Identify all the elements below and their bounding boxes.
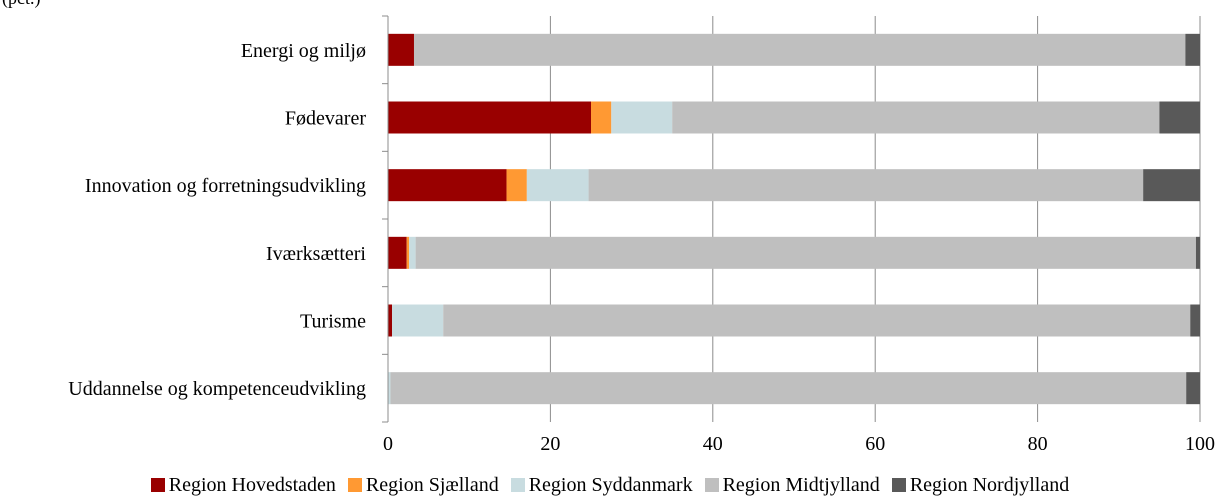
x-tick-label: 60 xyxy=(865,433,885,455)
bar-segment xyxy=(1186,372,1200,405)
bar-segment xyxy=(611,101,673,134)
bar-segment xyxy=(388,236,407,269)
bar-segment xyxy=(526,169,589,202)
category-label: Iværksætteri xyxy=(266,243,366,265)
legend-label: Region Hovedstaden xyxy=(168,473,336,496)
gridlines xyxy=(549,16,1201,422)
labels: 0 20 40 60 80 100 Energi og miljø Fødevarer Inno… xyxy=(68,40,1215,455)
bar-segment xyxy=(1185,33,1200,66)
legend-swatch xyxy=(347,478,362,492)
bar-segment xyxy=(406,236,410,269)
bar-segment xyxy=(390,372,1187,405)
legend-label: Region Sjælland xyxy=(365,473,499,496)
bar-segment xyxy=(591,101,612,134)
x-tick-label: 100 xyxy=(1185,433,1215,455)
category-label: Turisme xyxy=(300,311,366,333)
bar-segment xyxy=(443,304,1191,337)
bar-segment xyxy=(413,33,1186,66)
category-label: Fødevarer xyxy=(285,108,366,130)
legend-item: Region Nordjylland xyxy=(891,473,1070,497)
bar-segment xyxy=(588,169,1144,202)
legend-label: Region Syddanmark xyxy=(528,473,693,496)
bar-segment xyxy=(409,236,416,269)
bar-segment xyxy=(388,169,507,202)
axes xyxy=(382,15,389,423)
legend: Region Hovedstaden Region Sjælland Region … xyxy=(0,472,1220,498)
bar-segment xyxy=(672,101,1160,134)
category-label: Energi og miljø xyxy=(241,40,366,62)
bar-segment xyxy=(1195,236,1200,269)
x-tick-label: 40 xyxy=(703,433,723,455)
x-tick-label: 80 xyxy=(1028,433,1048,455)
category-label: Uddannelse og kompetenceudvikling xyxy=(68,378,366,400)
legend-label: Region Nordjylland xyxy=(909,473,1070,496)
legend-item: Region Sjælland xyxy=(347,473,499,497)
legend-swatch xyxy=(704,478,719,492)
bar-segment xyxy=(415,236,1196,269)
unit-fragment: (pct.) xyxy=(2,0,40,9)
x-tick-label: 20 xyxy=(540,433,560,455)
legend-label: Region Midtjylland xyxy=(722,473,880,496)
category-label: Innovation og forretningsudvikling xyxy=(85,175,366,197)
legend-item: Region Midtjylland xyxy=(704,473,880,497)
bars xyxy=(388,33,1200,405)
bar-segment xyxy=(388,33,414,66)
bar-segment xyxy=(1159,101,1200,134)
legend-swatch xyxy=(510,478,525,492)
bar-segment xyxy=(1190,304,1200,337)
bar-segment xyxy=(1143,169,1200,202)
legend-item: Region Hovedstaden xyxy=(150,473,336,497)
legend-swatch xyxy=(891,478,906,492)
legend-item: Region Syddanmark xyxy=(510,473,693,497)
bar-segment xyxy=(392,304,444,337)
bar-segment xyxy=(388,304,393,337)
x-tick-label: 0 xyxy=(383,433,393,455)
bar-segment xyxy=(506,169,527,202)
legend-swatch xyxy=(150,478,165,492)
chart-svg: 0 20 40 60 80 100 Energi og miljø Fødevarer Inno… xyxy=(68,15,1215,455)
bar-segment xyxy=(388,372,391,405)
bar-segment xyxy=(388,101,591,134)
